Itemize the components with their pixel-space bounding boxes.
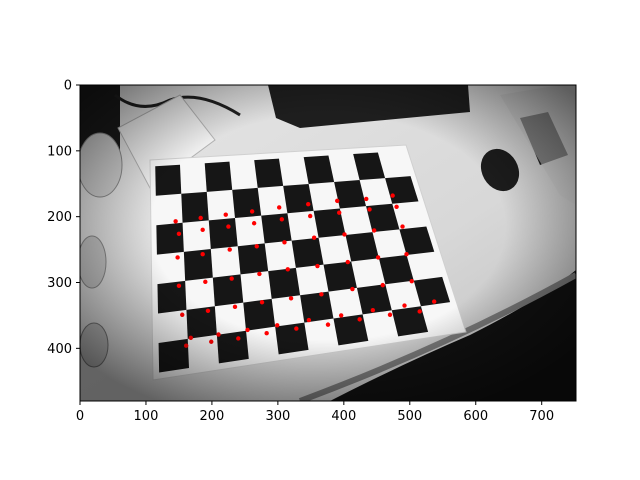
vignette bbox=[80, 85, 576, 401]
x-tick-label: 400 bbox=[331, 409, 356, 424]
x-axis: 0 100 200 300 400 500 600 700 bbox=[76, 401, 554, 424]
y-tick-label: 200 bbox=[47, 210, 72, 225]
x-tick-label: 500 bbox=[397, 409, 422, 424]
x-tick-label: 100 bbox=[134, 409, 159, 424]
y-tick-label: 0 bbox=[64, 79, 72, 94]
photo bbox=[80, 85, 576, 401]
x-tick-label: 200 bbox=[200, 409, 225, 424]
x-tick-label: 0 bbox=[76, 409, 84, 424]
y-tick-label: 400 bbox=[47, 342, 72, 357]
y-tick-label: 100 bbox=[47, 144, 72, 159]
axes-frame bbox=[79, 84, 577, 402]
y-tick-label: 300 bbox=[47, 276, 72, 291]
x-tick-label: 300 bbox=[265, 409, 290, 424]
x-tick-label: 700 bbox=[529, 409, 554, 424]
x-tick-label: 600 bbox=[463, 409, 488, 424]
y-axis: 0 100 200 300 400 bbox=[47, 79, 80, 357]
